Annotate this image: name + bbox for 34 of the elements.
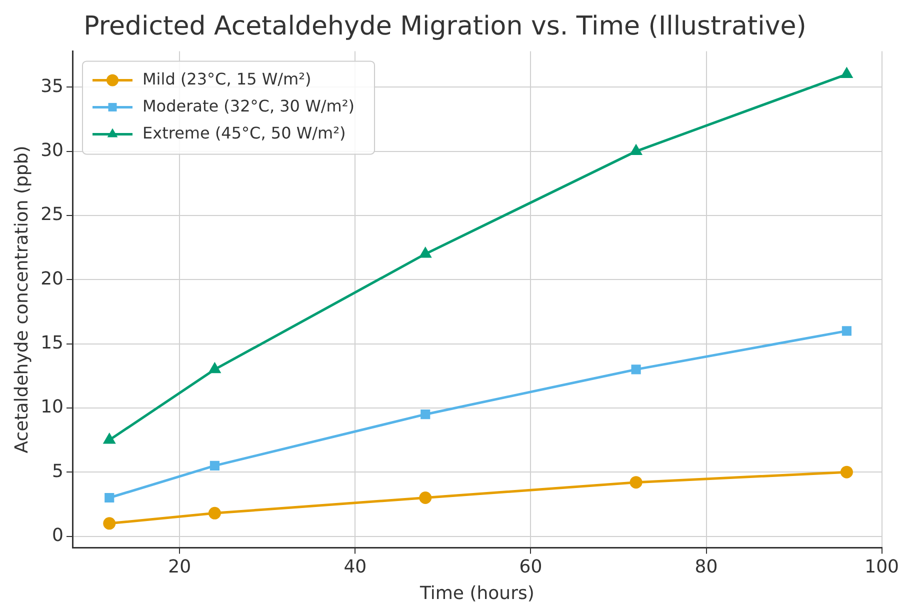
- point: [630, 476, 642, 489]
- y-tick-label: 5: [52, 460, 64, 482]
- point: [630, 145, 642, 156]
- x-axis-title: Time (hours): [418, 582, 534, 604]
- x-tick-label: 40: [344, 556, 367, 578]
- point: [104, 434, 115, 444]
- point: [419, 492, 432, 504]
- point: [840, 466, 853, 478]
- y-tick-label: 15: [40, 332, 64, 354]
- y-tick-label: 0: [52, 524, 64, 546]
- x-tick-label: 60: [519, 556, 542, 578]
- x-tick-label: 100: [864, 556, 899, 578]
- x-tick-label: 20: [168, 556, 192, 578]
- y-axis-title: Acetaldehyde concentration (ppb): [11, 146, 32, 454]
- point: [210, 460, 220, 470]
- y-tick-label: 35: [40, 76, 64, 97]
- point: [208, 506, 221, 520]
- point: [631, 364, 641, 374]
- y-tick-label: 25: [40, 204, 64, 226]
- point: [841, 68, 852, 78]
- legend-label: Extreme (45°C, 50 W/m²): [142, 123, 346, 142]
- y-tick-label: 10: [40, 396, 64, 418]
- legend-label: Moderate (32°C, 30 W/m²): [142, 96, 355, 116]
- point: [209, 363, 220, 374]
- chart-title: Predicted Acetaldehyde Migration vs. Time (Illustrative): [84, 11, 806, 42]
- point: [420, 248, 431, 258]
- y-tick-label: 30: [40, 140, 64, 161]
- legend-label: Mild (23°C, 15 W/m²): [142, 69, 312, 88]
- point: [420, 410, 430, 420]
- point: [104, 492, 114, 503]
- point: [842, 326, 852, 336]
- y-tick-label: 20: [40, 268, 64, 290]
- x-tick-label: 80: [694, 556, 718, 578]
- point: [103, 517, 116, 530]
